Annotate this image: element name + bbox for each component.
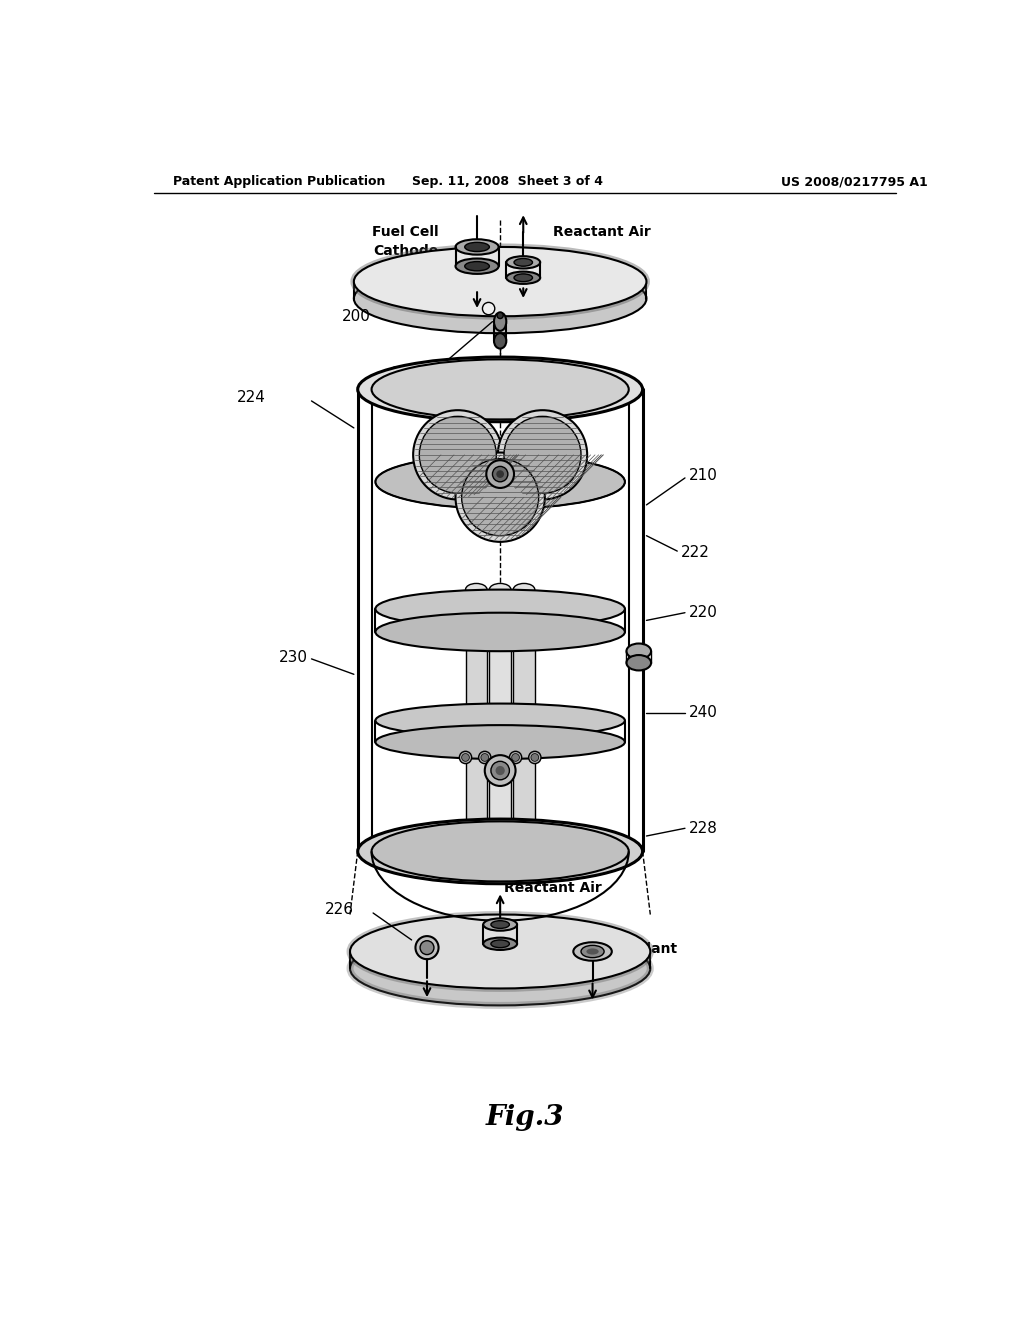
Circle shape [468, 508, 478, 520]
Text: 224: 224 [237, 389, 265, 405]
Ellipse shape [494, 313, 506, 331]
Circle shape [521, 508, 532, 520]
Circle shape [496, 766, 505, 775]
Ellipse shape [456, 259, 499, 275]
Circle shape [482, 302, 495, 314]
Text: US 2008/0217795 A1: US 2008/0217795 A1 [781, 176, 928, 187]
Ellipse shape [490, 921, 509, 928]
Ellipse shape [465, 261, 489, 271]
Bar [513, 590, 535, 836]
Text: Patent Application Publication: Patent Application Publication [173, 176, 385, 187]
Ellipse shape [587, 948, 599, 954]
Ellipse shape [506, 272, 541, 284]
Circle shape [486, 461, 514, 488]
Ellipse shape [456, 239, 499, 255]
Ellipse shape [627, 644, 651, 659]
Text: 230: 230 [279, 649, 307, 665]
Ellipse shape [465, 243, 489, 252]
Circle shape [462, 754, 469, 762]
Circle shape [419, 416, 497, 494]
Ellipse shape [350, 915, 650, 989]
Bar [489, 590, 511, 836]
Text: Reactant Air: Reactant Air [504, 882, 602, 895]
Circle shape [483, 508, 494, 520]
Ellipse shape [466, 583, 487, 595]
Text: Coolant: Coolant [617, 942, 677, 956]
Circle shape [470, 511, 476, 517]
Circle shape [420, 941, 434, 954]
Circle shape [512, 754, 519, 762]
Circle shape [485, 511, 492, 517]
Ellipse shape [357, 358, 643, 422]
Ellipse shape [354, 264, 646, 333]
Circle shape [416, 936, 438, 960]
Ellipse shape [581, 945, 604, 958]
Circle shape [531, 754, 539, 762]
Ellipse shape [376, 704, 625, 738]
Ellipse shape [506, 256, 541, 268]
Text: 222: 222 [681, 545, 710, 560]
Text: 200: 200 [342, 309, 371, 323]
Ellipse shape [514, 259, 532, 267]
Ellipse shape [376, 612, 625, 651]
Circle shape [481, 754, 488, 762]
Ellipse shape [573, 942, 611, 961]
Circle shape [528, 751, 541, 763]
Ellipse shape [350, 932, 650, 1006]
Ellipse shape [513, 583, 535, 595]
Circle shape [497, 313, 503, 318]
Circle shape [504, 416, 581, 494]
Circle shape [509, 511, 515, 517]
Ellipse shape [376, 590, 625, 628]
Text: Reactant Air: Reactant Air [553, 224, 650, 239]
Text: Fuel Cell
Cathode
Exhaust: Fuel Cell Cathode Exhaust [372, 226, 438, 276]
Ellipse shape [354, 247, 646, 317]
Ellipse shape [372, 359, 629, 420]
Ellipse shape [376, 725, 625, 759]
Text: Sep. 11, 2008  Sheet 3 of 4: Sep. 11, 2008 Sheet 3 of 4 [413, 176, 603, 187]
Circle shape [456, 453, 545, 541]
Text: 232: 232 [392, 367, 421, 381]
Ellipse shape [490, 940, 509, 948]
Circle shape [498, 411, 587, 499]
Text: 240: 240 [689, 705, 718, 721]
Circle shape [497, 470, 504, 478]
Circle shape [506, 508, 517, 520]
Text: 220: 220 [689, 605, 718, 620]
Bar [466, 590, 487, 836]
Ellipse shape [357, 818, 643, 884]
Ellipse shape [489, 583, 511, 595]
Circle shape [460, 751, 472, 763]
Text: 226: 226 [325, 902, 354, 916]
Circle shape [493, 466, 508, 482]
Circle shape [462, 459, 539, 536]
Circle shape [484, 755, 515, 785]
Ellipse shape [483, 919, 517, 931]
Circle shape [490, 762, 509, 780]
Ellipse shape [627, 655, 651, 671]
Circle shape [478, 751, 490, 763]
Circle shape [413, 411, 503, 499]
Text: 210: 210 [689, 469, 718, 483]
Text: Exhaust: Exhaust [377, 937, 439, 950]
Text: Fig.3: Fig.3 [485, 1104, 564, 1130]
Text: 228: 228 [689, 821, 718, 836]
Circle shape [509, 751, 521, 763]
Ellipse shape [494, 333, 506, 348]
Ellipse shape [376, 455, 625, 508]
Ellipse shape [372, 821, 629, 882]
Circle shape [524, 511, 530, 517]
Ellipse shape [483, 937, 517, 950]
Ellipse shape [514, 275, 532, 281]
